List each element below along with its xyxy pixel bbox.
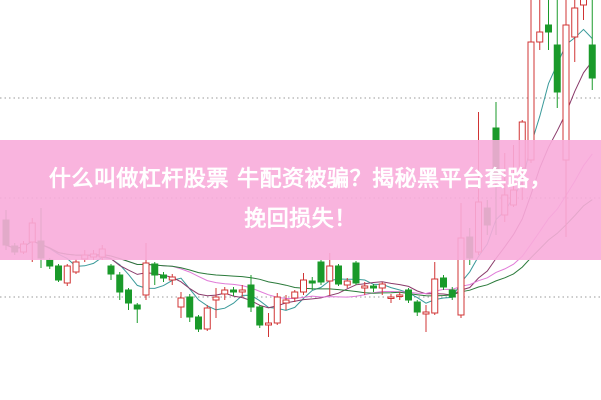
candle-up [361, 285, 369, 289]
candle-down [230, 289, 237, 293]
candle-down [545, 24, 552, 33]
candle-up [431, 278, 439, 314]
candle-up [72, 261, 80, 273]
candle-down [186, 296, 194, 318]
candle-down [405, 289, 412, 301]
candle-up [142, 262, 150, 296]
candle-up [536, 31, 544, 43]
candle-down [116, 274, 124, 293]
candle-down [151, 263, 159, 276]
candle-down [440, 277, 447, 288]
candle-down [352, 262, 360, 284]
candle-up [203, 307, 211, 330]
candle-down [553, 44, 561, 93]
candle-up [177, 297, 185, 308]
headline-line-1: 什么叫做杠杆股票 牛配资被骗？揭秘黑平台套路， [48, 167, 553, 192]
candle-up [300, 279, 307, 293]
candle-up [571, 7, 579, 38]
candle-up [422, 311, 430, 315]
candle-up [396, 294, 404, 297]
candle-down [107, 265, 115, 275]
candle-down [588, 44, 596, 79]
candle-up [282, 299, 290, 304]
candle-down [308, 280, 316, 284]
candle-up [343, 280, 351, 286]
candle-up [580, 0, 587, 6]
candle-down [448, 289, 456, 298]
candle-down [370, 285, 377, 289]
candle-down [195, 316, 202, 330]
candle-down [125, 289, 132, 304]
candle-down [247, 284, 255, 308]
candle-up [238, 289, 246, 293]
candle-down [55, 265, 62, 281]
headline-line-2: 挽回损失！ [244, 207, 357, 232]
candle-up [63, 265, 71, 284]
candle-down [413, 301, 421, 313]
candle-down [335, 265, 342, 285]
candle-up [265, 322, 272, 326]
headline-banner: 什么叫做杠杆股票 牛配资被骗？揭秘黑平台套路， 挽回损失！ [0, 140, 601, 260]
candle-down [160, 274, 167, 279]
candle-down [133, 304, 141, 310]
candle-down [46, 259, 54, 267]
candle-up [291, 291, 299, 299]
candle-down [256, 306, 264, 326]
candle-up [212, 296, 220, 301]
candle-up [387, 296, 395, 299]
candle-up [221, 289, 229, 295]
candle-up [326, 265, 334, 282]
candle-up [378, 283, 386, 289]
candle-up [273, 296, 281, 324]
candle-down [317, 261, 325, 283]
candle-up [168, 276, 176, 281]
